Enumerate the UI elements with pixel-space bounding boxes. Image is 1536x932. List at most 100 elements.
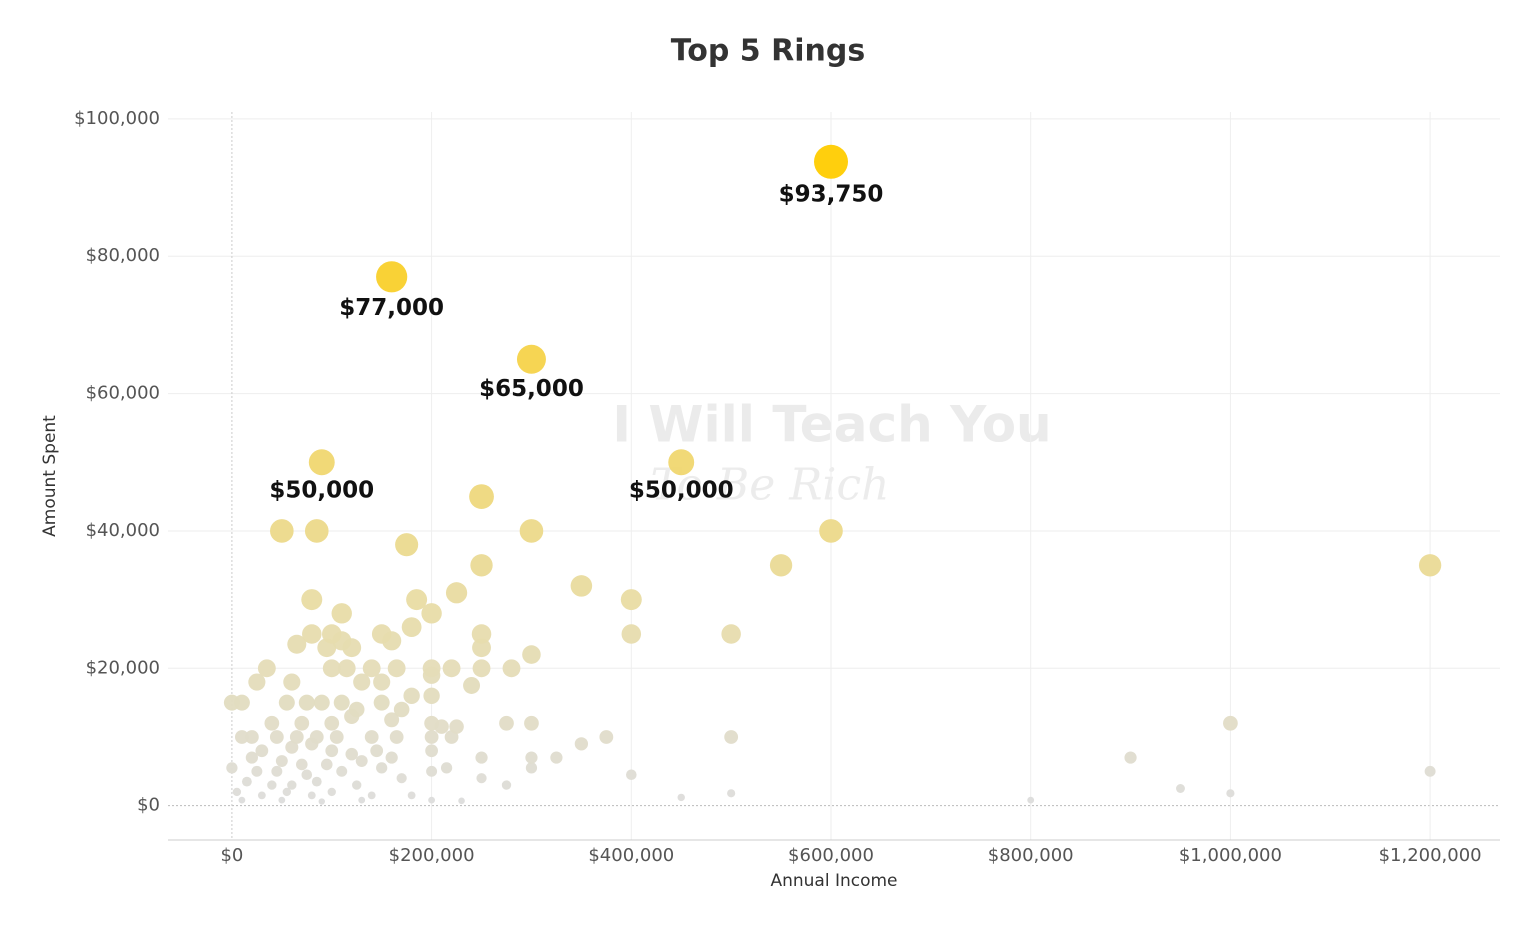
y-tick-label: $60,000 bbox=[86, 383, 160, 404]
point bbox=[724, 730, 739, 744]
point bbox=[1176, 784, 1185, 793]
point bbox=[289, 730, 304, 744]
point bbox=[298, 694, 315, 711]
point bbox=[421, 603, 442, 624]
point bbox=[329, 730, 344, 744]
point bbox=[294, 715, 310, 731]
point bbox=[470, 554, 493, 577]
point bbox=[353, 673, 371, 691]
point bbox=[524, 715, 539, 731]
point bbox=[385, 751, 398, 764]
point bbox=[358, 796, 366, 804]
point bbox=[241, 776, 252, 787]
point bbox=[348, 701, 365, 718]
point bbox=[223, 694, 240, 711]
point bbox=[424, 715, 439, 731]
x-tick-label: $1,000,000 bbox=[1179, 845, 1282, 866]
point bbox=[516, 344, 546, 374]
data-label: $93,750 bbox=[779, 181, 884, 207]
point bbox=[287, 780, 297, 790]
x-tick-label: $400,000 bbox=[588, 845, 674, 866]
point bbox=[445, 582, 468, 604]
point bbox=[599, 730, 614, 744]
point bbox=[226, 762, 238, 774]
point bbox=[367, 791, 376, 800]
point bbox=[626, 769, 637, 781]
point bbox=[407, 791, 416, 800]
point bbox=[424, 730, 439, 744]
point bbox=[1124, 751, 1137, 764]
x-tick-label: $200,000 bbox=[389, 845, 475, 866]
point bbox=[570, 575, 593, 597]
point bbox=[234, 730, 249, 744]
point bbox=[463, 676, 481, 694]
point bbox=[519, 519, 544, 543]
x-tick-label: $1,200,000 bbox=[1379, 845, 1482, 866]
point bbox=[336, 765, 348, 777]
y-axis-label: Amount Spent bbox=[40, 415, 60, 537]
point bbox=[373, 673, 391, 691]
point bbox=[525, 762, 538, 774]
y-tick-label: $20,000 bbox=[86, 657, 160, 678]
point bbox=[278, 694, 295, 711]
point bbox=[324, 715, 340, 731]
point bbox=[502, 659, 521, 678]
point bbox=[232, 787, 242, 797]
point bbox=[301, 589, 323, 611]
point bbox=[401, 617, 422, 637]
point bbox=[337, 659, 356, 678]
point bbox=[309, 730, 324, 744]
point bbox=[333, 694, 350, 711]
point bbox=[384, 712, 400, 728]
point bbox=[307, 791, 316, 800]
point bbox=[251, 765, 263, 777]
point bbox=[275, 755, 288, 767]
point bbox=[313, 694, 330, 711]
point bbox=[322, 624, 342, 644]
data-label: $50,000 bbox=[629, 478, 734, 504]
point bbox=[257, 791, 266, 800]
point bbox=[522, 645, 541, 664]
point bbox=[677, 793, 685, 802]
point bbox=[285, 740, 299, 754]
point bbox=[320, 758, 333, 771]
point bbox=[403, 687, 420, 704]
x-axis-label: Annual Income bbox=[770, 871, 897, 891]
chart-title: Top 5 Rings bbox=[671, 34, 865, 69]
point bbox=[440, 762, 453, 774]
point bbox=[376, 762, 388, 774]
point bbox=[501, 780, 512, 790]
y-tick-label: $40,000 bbox=[86, 520, 160, 541]
data-label: $77,000 bbox=[339, 295, 444, 321]
point bbox=[255, 744, 269, 758]
y-tick-label: $0 bbox=[137, 795, 160, 816]
point bbox=[469, 484, 494, 509]
point bbox=[267, 780, 277, 790]
y-tick-label: $100,000 bbox=[74, 108, 160, 129]
point bbox=[345, 747, 358, 761]
point bbox=[389, 730, 404, 744]
point bbox=[1226, 789, 1235, 798]
data-label: $50,000 bbox=[269, 478, 374, 504]
point bbox=[322, 659, 341, 678]
point bbox=[406, 589, 428, 611]
point bbox=[393, 701, 410, 718]
point bbox=[458, 797, 465, 805]
point bbox=[550, 751, 563, 764]
point bbox=[449, 719, 464, 734]
point bbox=[327, 787, 336, 797]
point bbox=[269, 730, 284, 744]
point bbox=[362, 659, 381, 678]
point bbox=[721, 624, 741, 644]
point bbox=[395, 533, 419, 557]
data-label: $65,000 bbox=[479, 376, 584, 402]
point bbox=[248, 673, 266, 691]
point bbox=[302, 624, 322, 644]
point bbox=[318, 798, 325, 805]
x-tick-label: $800,000 bbox=[988, 845, 1074, 866]
point bbox=[311, 776, 322, 787]
point bbox=[1027, 796, 1035, 804]
point bbox=[814, 144, 849, 179]
point bbox=[423, 687, 440, 704]
